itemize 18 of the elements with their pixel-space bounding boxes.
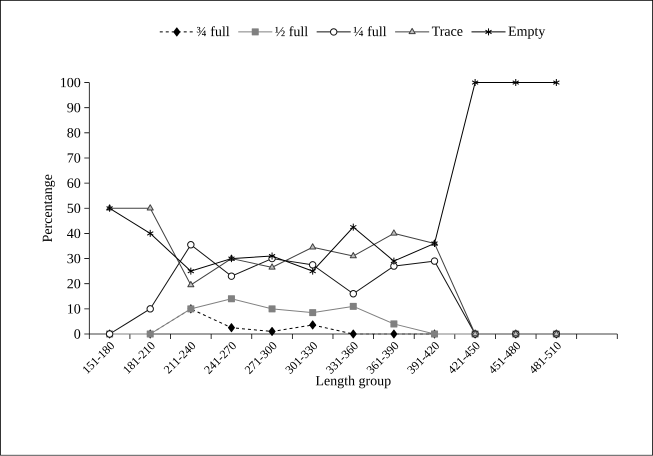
legend-label: Empty — [508, 26, 546, 39]
y-tick-label: 50 — [68, 204, 80, 214]
y-tick-label: 30 — [67, 254, 80, 264]
y-tick-label: 40 — [67, 228, 80, 238]
x-axis-title: Length group — [316, 376, 391, 388]
y-tick-label: 60 — [67, 178, 80, 188]
legend-label: ½ full — [275, 26, 308, 36]
y-tick-label: 0 — [74, 329, 80, 339]
legend-label: ¾ full — [196, 26, 230, 36]
y-tick-label: 100 — [61, 78, 80, 88]
y-axis-title: Percentange — [42, 174, 55, 242]
y-tick-label: 70 — [68, 153, 80, 163]
y-tick-label: 10 — [68, 304, 80, 314]
legend-label: ¼ full — [354, 26, 386, 36]
y-tick-label: 80 — [67, 128, 80, 138]
y-tick-label: 90 — [67, 103, 80, 113]
legend-label: Trace — [432, 26, 462, 36]
y-tick-label: 20 — [67, 279, 80, 289]
